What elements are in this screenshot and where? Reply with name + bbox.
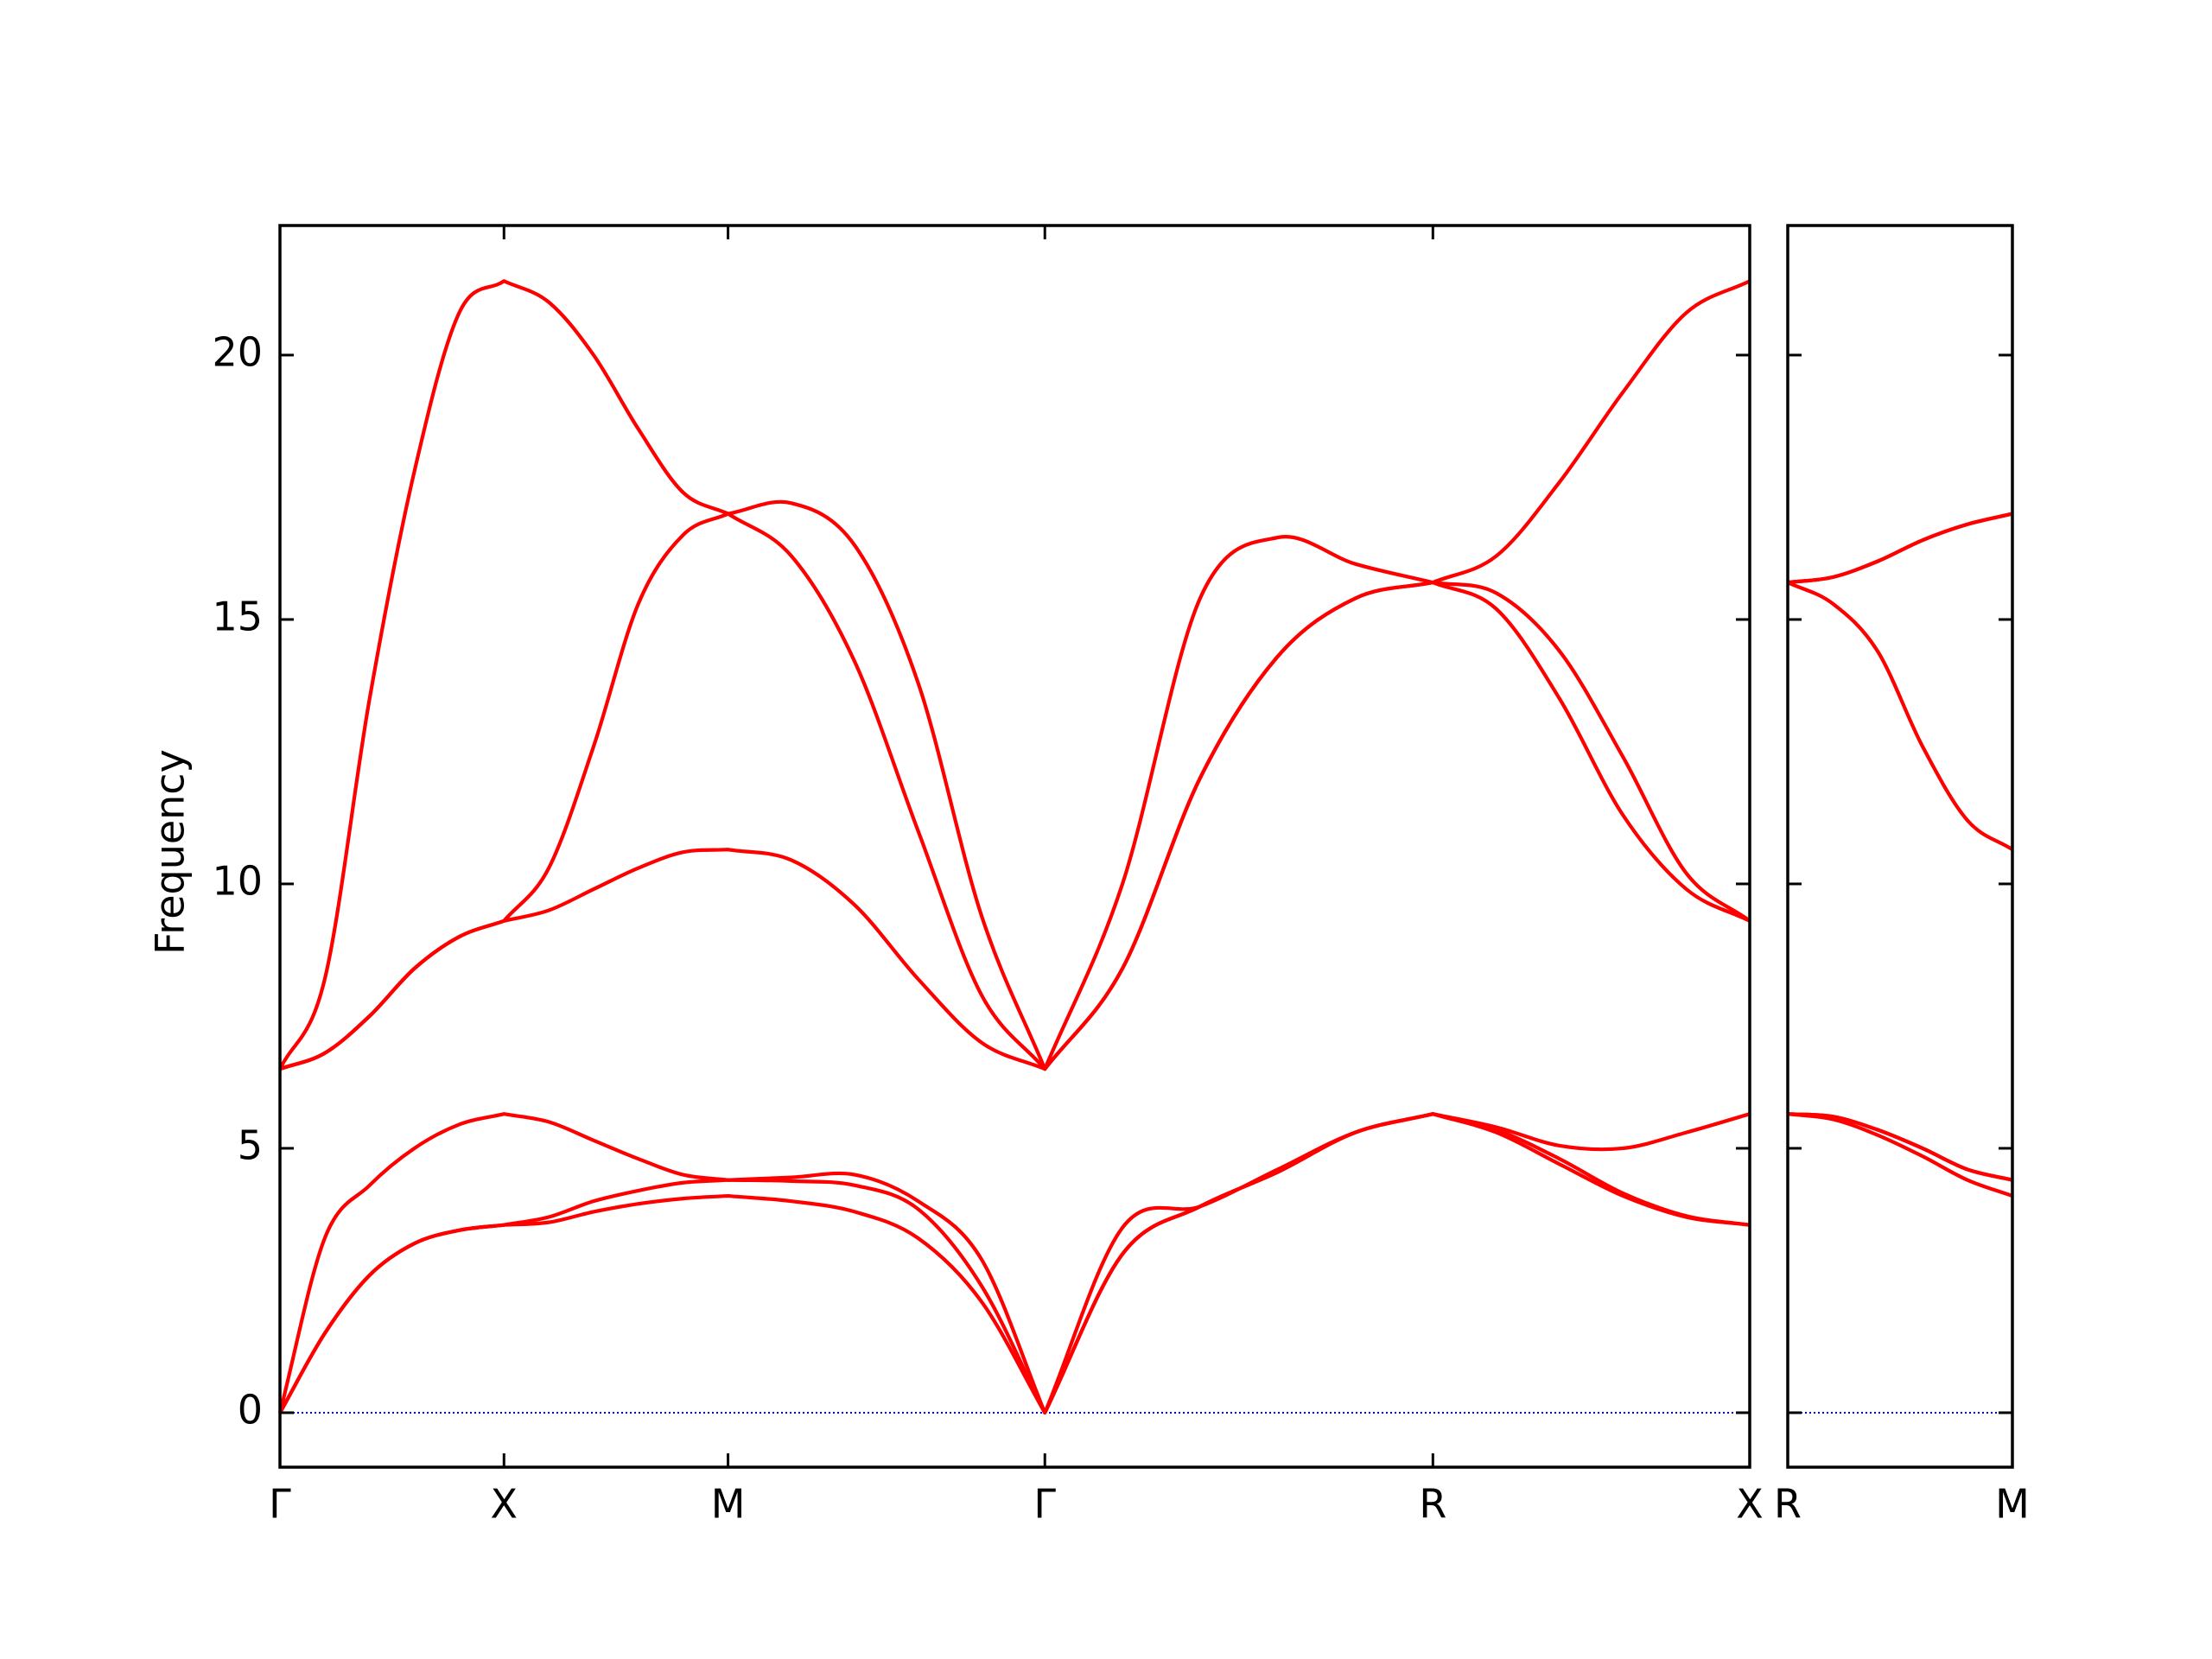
band-line <box>278 1112 1751 1415</box>
axes-frame <box>1786 224 2014 1469</box>
band-line <box>278 1112 1751 1415</box>
x-tick-label: R <box>1774 1481 1802 1528</box>
x-tick-label: Γ <box>1033 1481 1056 1528</box>
band-line <box>277 1112 1751 1415</box>
x-tick-label: Γ <box>269 1481 291 1528</box>
x-tick-label: X <box>1736 1481 1764 1528</box>
x-tick-label: R <box>1419 1481 1446 1528</box>
band-line <box>1787 1112 2013 1182</box>
band-line <box>1787 512 2013 585</box>
y-tick-label: 10 <box>212 857 263 904</box>
x-tick-label: M <box>1995 1481 2030 1528</box>
y-tick-label: 15 <box>212 593 263 639</box>
band-line <box>279 581 1751 1071</box>
band-line <box>1787 581 2014 851</box>
band-line <box>279 512 1751 1071</box>
y-axis-label: Frequency <box>147 749 194 955</box>
axes-frame <box>278 224 1751 1469</box>
y-tick-label: 20 <box>212 328 263 375</box>
x-tick-label: M <box>711 1481 746 1528</box>
band-line <box>1787 512 2013 585</box>
x-tick-label: X <box>491 1481 518 1528</box>
y-tick-label: 0 <box>238 1386 263 1433</box>
y-tick-label: 5 <box>238 1122 263 1168</box>
band-line <box>1787 1112 2013 1198</box>
band-line <box>278 279 1751 1071</box>
